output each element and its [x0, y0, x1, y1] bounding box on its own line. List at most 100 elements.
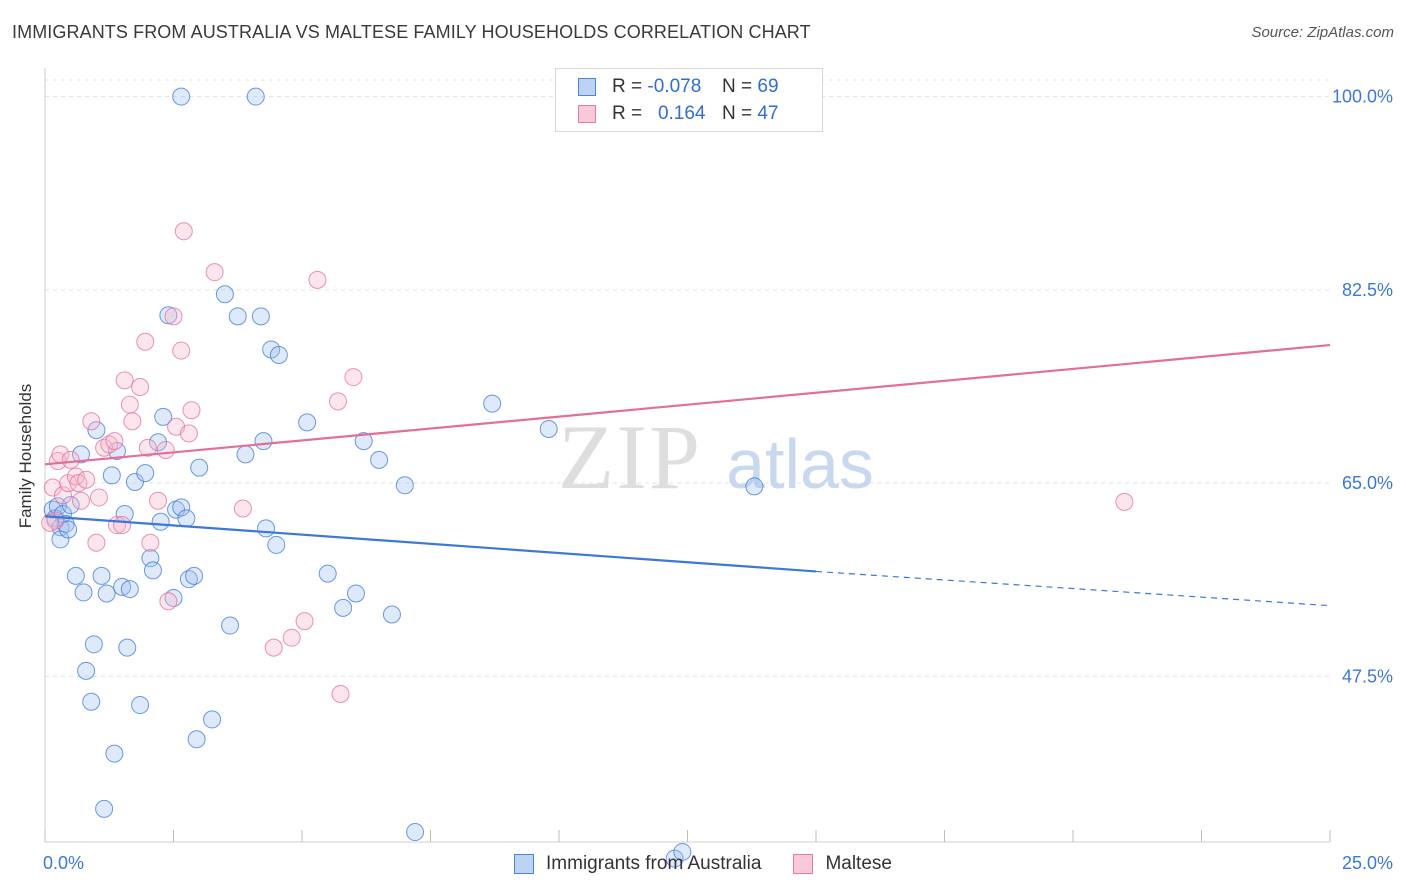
data-point-australia — [269, 345, 288, 364]
data-point-maltese — [308, 270, 327, 289]
data-point-australia — [370, 450, 389, 469]
x-tick-label: 0.0% — [43, 853, 84, 873]
data-point-australia — [190, 458, 209, 477]
data-point-maltese — [89, 488, 108, 507]
data-point-maltese — [59, 474, 78, 493]
legend-swatch-blue — [578, 78, 596, 96]
data-point-australia — [318, 564, 337, 583]
data-point-maltese — [141, 533, 160, 552]
data-point-maltese — [77, 470, 96, 489]
data-point-maltese — [164, 307, 183, 326]
data-point-australia — [102, 466, 121, 485]
data-point-australia — [151, 512, 170, 531]
data-point-australia — [95, 799, 114, 818]
x-tick-label: 25.0% — [1342, 853, 1393, 873]
data-point-australia — [118, 638, 137, 657]
correlation-legend: R = -0.078 N = 69 R = 0.164 N = 47 — [555, 68, 823, 132]
data-point-australia — [131, 696, 150, 715]
legend-r-value: -0.078 — [647, 76, 702, 97]
series-legend-australia: Immigrants from Australia — [514, 853, 761, 875]
series-legend-maltese: Maltese — [793, 853, 892, 875]
data-point-maltese — [264, 638, 283, 657]
legend-r-value: 0.164 — [657, 103, 706, 124]
data-point-australia — [136, 464, 155, 483]
legend-n-value: 47 — [757, 103, 779, 124]
data-point-australia — [382, 605, 401, 624]
y-tick-label: 47.5% — [1342, 666, 1393, 686]
data-point-australia — [346, 584, 365, 603]
data-point-maltese — [113, 516, 132, 535]
data-point-maltese — [82, 412, 101, 431]
series-name: Maltese — [825, 853, 892, 874]
trend-line-maltese — [44, 343, 1331, 466]
data-point-maltese — [131, 378, 150, 397]
data-point-maltese — [100, 435, 119, 454]
data-point-maltese — [282, 628, 301, 647]
series-swatch-pink — [793, 854, 814, 874]
legend-row-australia: R = -0.078 N = 69 — [578, 75, 779, 99]
data-point-australia — [221, 616, 240, 635]
data-point-maltese — [120, 395, 139, 414]
data-point-australia — [395, 476, 414, 495]
data-point-australia — [159, 306, 178, 325]
data-point-maltese — [61, 450, 80, 469]
data-point-australia — [254, 432, 273, 451]
watermark: ZIP atlas — [558, 406, 874, 508]
series-legend: Immigrants from Australia Maltese — [0, 852, 1406, 876]
data-point-australia — [257, 519, 276, 538]
data-point-maltese — [328, 392, 347, 411]
data-point-australia — [164, 588, 183, 607]
data-point-maltese — [233, 499, 252, 518]
data-point-maltese — [41, 513, 60, 532]
data-point-australia — [66, 566, 85, 585]
data-point-australia — [74, 583, 93, 602]
data-point-maltese — [95, 438, 114, 457]
data-point-australia — [236, 445, 255, 464]
data-point-australia — [298, 413, 317, 432]
series-name: Immigrants from Australia — [546, 853, 762, 874]
legend-n-label: N = — [722, 103, 753, 124]
data-point-maltese — [123, 412, 142, 431]
data-point-maltese — [179, 424, 198, 443]
data-point-australia — [59, 520, 78, 539]
data-point-maltese — [115, 371, 134, 390]
y-tick-label: 82.5% — [1342, 280, 1393, 300]
data-point-australia — [84, 635, 103, 654]
data-point-australia — [354, 432, 373, 451]
data-point-australia — [185, 566, 204, 585]
data-point-australia — [143, 561, 162, 580]
data-point-maltese — [172, 341, 191, 360]
data-point-maltese — [53, 486, 72, 505]
legend-r-label: R = — [612, 103, 643, 124]
data-point-australia — [406, 823, 425, 842]
data-point-australia — [673, 842, 692, 861]
y-axis-label: Family Households — [16, 383, 35, 529]
data-point-maltese — [174, 222, 193, 241]
data-point-australia — [120, 580, 139, 599]
data-point-australia — [149, 433, 168, 452]
data-point-maltese — [105, 432, 124, 451]
data-point-australia — [187, 730, 206, 749]
legend-swatch-pink — [578, 105, 596, 123]
data-point-maltese — [149, 491, 168, 510]
y-tick-label: 65.0% — [1342, 473, 1393, 493]
data-point-australia — [483, 394, 502, 413]
data-point-australia — [745, 477, 764, 496]
tick-labels: 47.5% 65.0% 82.5% 100.0% 0.0% 25.0% — [43, 87, 1393, 873]
data-point-maltese — [136, 332, 155, 351]
data-point-australia — [172, 498, 191, 517]
data-point-australia — [125, 472, 144, 491]
legend-n-value: 69 — [757, 76, 779, 97]
data-point-australia — [77, 661, 96, 680]
data-point-australia — [92, 566, 111, 585]
legend-r-label: R = — [612, 76, 643, 97]
data-point-australia — [203, 710, 222, 729]
data-point-australia — [334, 598, 353, 617]
data-point-australia — [246, 87, 265, 106]
data-point-australia — [71, 445, 90, 464]
data-point-australia — [177, 509, 196, 528]
data-point-maltese — [87, 533, 106, 552]
data-points — [41, 87, 1134, 868]
data-point-australia — [105, 744, 124, 763]
